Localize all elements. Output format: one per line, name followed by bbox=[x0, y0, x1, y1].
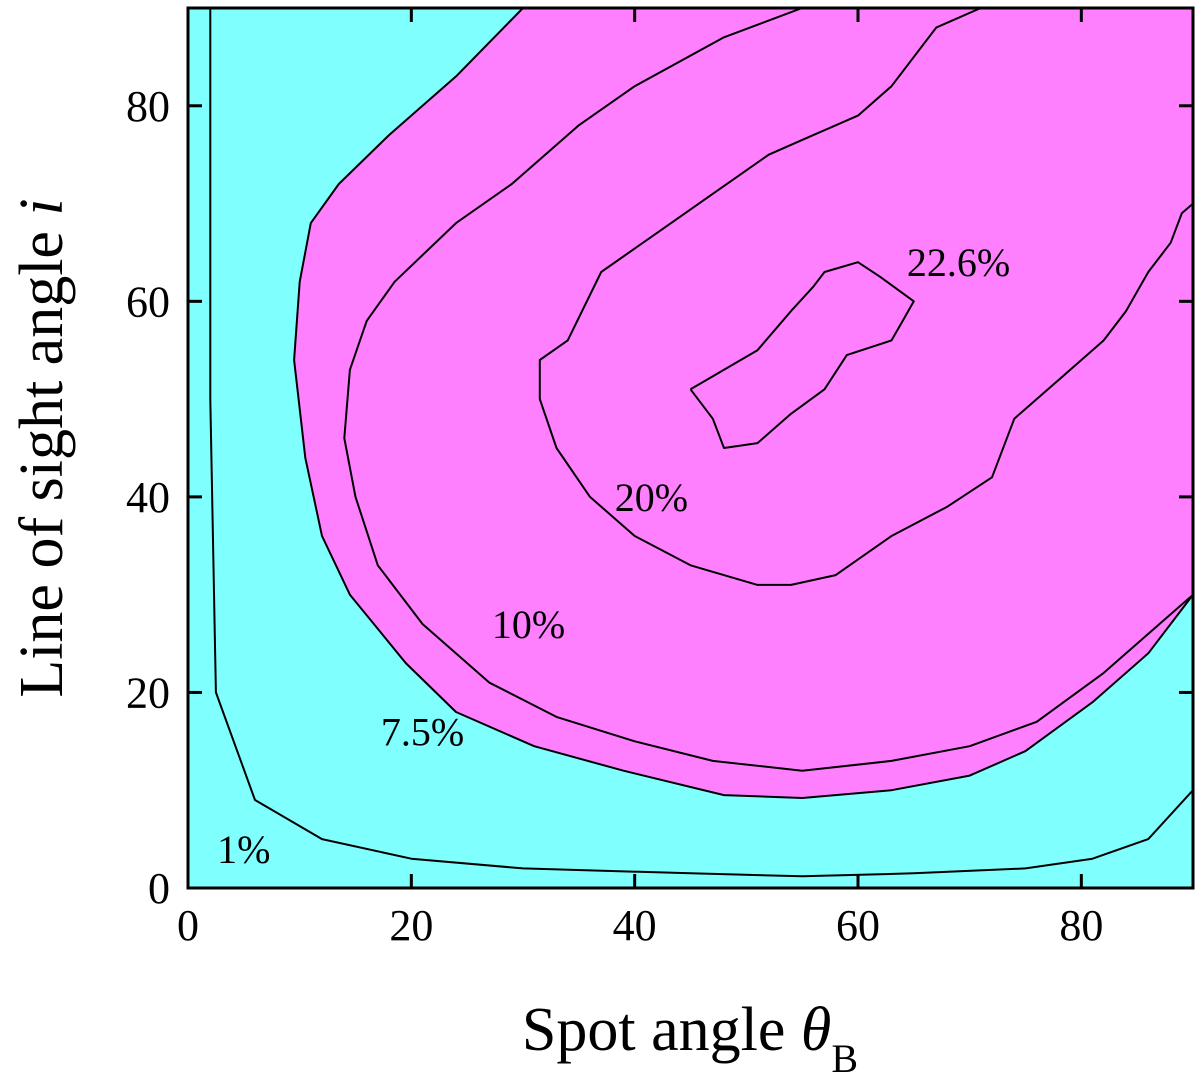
contour-label-1pct: 1% bbox=[217, 827, 270, 872]
contour-label-7-5pct: 7.5% bbox=[381, 710, 464, 755]
x-tick-label-0: 0 bbox=[177, 901, 199, 950]
x-tick-label-80: 80 bbox=[1059, 901, 1103, 950]
contour-label-10pct: 10% bbox=[492, 602, 565, 647]
contour-label-20pct: 20% bbox=[615, 475, 688, 520]
y-axis-label: Line of sight angle i bbox=[8, 198, 76, 697]
contour-line-10pct bbox=[343, 8, 1193, 772]
contour-line-1pct bbox=[209, 8, 1193, 878]
x-axis-label-subscript: B bbox=[831, 1036, 858, 1079]
contour-line-20pct bbox=[538, 8, 1193, 586]
x-axis-label-text: Spot angle bbox=[522, 996, 801, 1064]
y-tick-label-0: 0 bbox=[148, 864, 170, 913]
contour-lines bbox=[209, 8, 1193, 878]
y-tick-label-80: 80 bbox=[126, 82, 170, 131]
contour-line-22-6pct bbox=[689, 261, 915, 449]
x-axis-ticks: 0 20 40 60 80 bbox=[177, 8, 1103, 950]
y-axis-ticks: 0 20 40 60 80 bbox=[126, 82, 1193, 913]
y-tick-label-40: 40 bbox=[126, 473, 170, 522]
y-tick-label-20: 20 bbox=[126, 668, 170, 717]
x-axis-label-symbol: θ bbox=[801, 996, 831, 1064]
y-axis-label-symbol: i bbox=[8, 198, 76, 215]
x-tick-label-60: 60 bbox=[836, 901, 880, 950]
contour-label-22-6pct: 22.6% bbox=[907, 240, 1010, 285]
y-tick-label-60: 60 bbox=[126, 277, 170, 326]
plot-frame bbox=[186, 6, 1195, 890]
x-tick-label-40: 40 bbox=[613, 901, 657, 950]
filled-regions bbox=[294, 8, 1193, 798]
contour-line-7-5pct bbox=[293, 8, 1193, 799]
contour-labels: 1% 7.5% 10% 20% 22.6% bbox=[217, 240, 1010, 872]
y-axis-label-text: Line of sight angle bbox=[8, 216, 76, 698]
region-high-0 bbox=[294, 8, 1193, 798]
x-axis-label: Spot angle θB bbox=[522, 996, 858, 1079]
x-tick-label-20: 20 bbox=[389, 901, 433, 950]
